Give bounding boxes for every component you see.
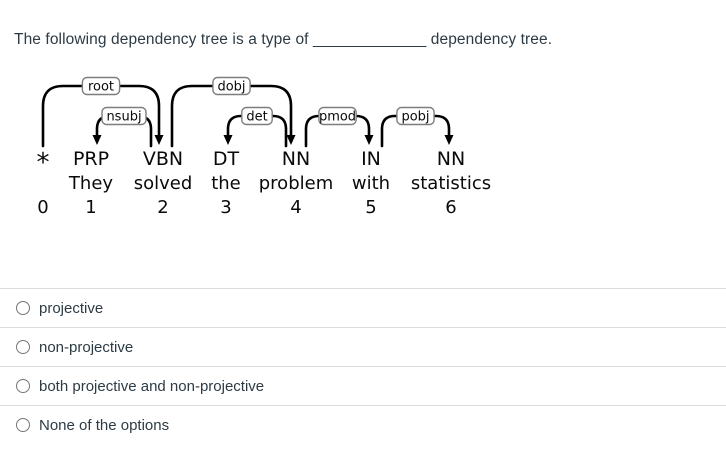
pos-tag: NN xyxy=(282,148,310,170)
arc-label-box xyxy=(318,106,357,126)
pos-tag: IN xyxy=(361,148,381,170)
arc-label-box xyxy=(396,106,435,126)
root-marker: * xyxy=(37,148,50,178)
token-index: 0 xyxy=(37,197,48,218)
token-index: 1 xyxy=(85,197,96,218)
arrowhead xyxy=(444,135,454,145)
answer-options: projective non-projective both projectiv… xyxy=(0,288,726,444)
token-word: the xyxy=(211,173,241,194)
token-index: 5 xyxy=(365,197,376,218)
radio-button[interactable] xyxy=(16,418,30,432)
token-index: 4 xyxy=(290,197,301,218)
answer-option-both[interactable]: both projective and non-projective xyxy=(0,366,726,405)
radio-button[interactable] xyxy=(16,340,30,354)
option-label[interactable]: None of the options xyxy=(39,416,170,434)
arc-label: dobj xyxy=(217,80,245,95)
pos-tag: DT xyxy=(213,148,240,170)
arc-label: nsubj xyxy=(106,110,141,125)
token-word: statistics xyxy=(411,173,491,194)
radio-button[interactable] xyxy=(16,379,30,393)
token-index: 6 xyxy=(445,197,456,218)
arc-label-box xyxy=(81,76,121,96)
option-label[interactable]: both projective and non-projective xyxy=(39,377,265,395)
arc-label-box xyxy=(212,76,251,96)
answer-option-projective[interactable]: projective xyxy=(0,288,726,327)
arrowhead xyxy=(223,135,233,145)
pos-tag: PRP xyxy=(73,148,109,170)
option-label[interactable]: projective xyxy=(39,299,104,317)
question-text: The following dependency tree is a type … xyxy=(14,31,553,48)
token-word: with xyxy=(352,173,390,194)
pos-tag: VBN xyxy=(143,148,183,170)
token-index: 2 xyxy=(157,197,168,218)
arc-label: det xyxy=(246,110,267,125)
answer-option-non-projective[interactable]: non-projective xyxy=(0,327,726,366)
arrowhead xyxy=(364,135,374,145)
arc-label-box xyxy=(241,106,273,126)
arc-label: pobj xyxy=(401,110,429,125)
arrowhead xyxy=(92,135,102,145)
answer-option-none[interactable]: None of the options xyxy=(0,405,726,444)
token-word: problem xyxy=(259,173,333,194)
token-index: 3 xyxy=(220,197,231,218)
token-word: They xyxy=(68,173,113,194)
arrowhead xyxy=(286,135,296,145)
arrowhead xyxy=(154,135,164,145)
pos-tag: NN xyxy=(437,148,465,170)
option-label[interactable]: non-projective xyxy=(39,338,134,356)
token-word: solved xyxy=(134,173,193,194)
arc-label-box xyxy=(101,106,147,126)
arc-label: root xyxy=(88,80,114,95)
arc-label: pmod xyxy=(319,110,356,125)
radio-button[interactable] xyxy=(16,301,30,315)
